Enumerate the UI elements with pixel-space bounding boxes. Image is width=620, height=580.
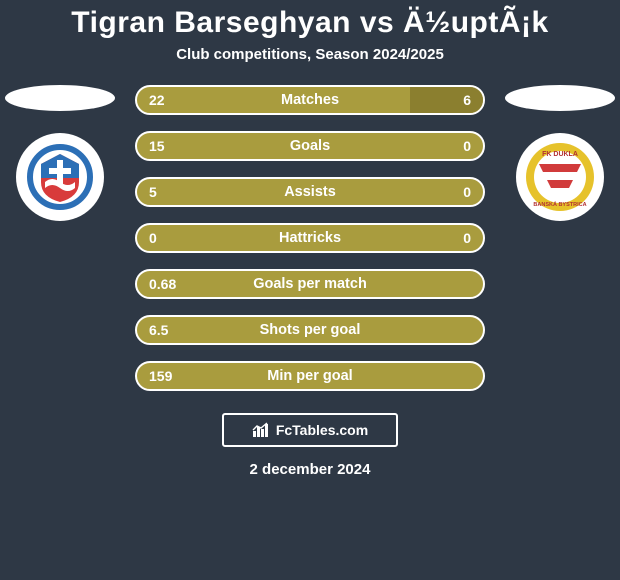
dukla-crest-icon: FK DUKLA BANSKÁ BYSTRICA [525,142,595,212]
source-badge[interactable]: FcTables.com [222,413,398,447]
bar-chart-icon [252,421,270,439]
comparison-card: Tigran Barseghyan vs Ä½uptÃ¡k Club compe… [0,0,620,580]
stat-left-value: 15 [149,138,165,154]
stat-bar: 0.68 Goals per match [135,269,485,299]
stat-label: Min per goal [267,368,352,384]
svg-text:FK DUKLA: FK DUKLA [542,151,578,158]
stat-bar-right-fill [410,87,483,113]
stat-label: Assists [284,184,336,200]
player-left-photo-placeholder [5,85,115,111]
slovan-crest-icon [25,142,95,212]
player-left-column [0,85,120,221]
date-label: 2 december 2024 [0,461,620,478]
stat-label: Hattricks [279,230,341,246]
stat-label: Goals per match [253,276,367,292]
player-right-column: FK DUKLA BANSKÁ BYSTRICA [500,85,620,221]
source-label: FcTables.com [276,422,368,438]
stat-bar: 6.5 Shots per goal [135,315,485,345]
svg-text:BANSKÁ BYSTRICA: BANSKÁ BYSTRICA [533,201,586,208]
stat-left-value: 6.5 [149,322,168,338]
stat-right-value: 0 [463,138,471,154]
stat-left-value: 22 [149,92,165,108]
comparison-stage: FK DUKLA BANSKÁ BYSTRICA 22 Matches 6 15 Goa… [0,85,620,391]
stat-left-value: 5 [149,184,157,200]
stat-bar: 22 Matches 6 [135,85,485,115]
stat-left-value: 0 [149,230,157,246]
stat-left-value: 159 [149,368,172,384]
club-badge-right: FK DUKLA BANSKÁ BYSTRICA [516,133,604,221]
club-badge-left [16,133,104,221]
stat-bar: 15 Goals 0 [135,131,485,161]
stat-right-value: 0 [463,230,471,246]
page-subtitle: Club competitions, Season 2024/2025 [0,46,620,63]
stat-bar: 0 Hattricks 0 [135,223,485,253]
stat-left-value: 0.68 [149,276,176,292]
stat-bar: 159 Min per goal [135,361,485,391]
page-title: Tigran Barseghyan vs Ä½uptÃ¡k [0,0,620,40]
stat-label: Matches [281,92,339,108]
stat-bars: 22 Matches 6 15 Goals 0 5 Assists 0 0 Hattricks 0 0.… [135,85,485,391]
stat-label: Goals [290,138,330,154]
stat-right-value: 6 [463,92,471,108]
stat-bar: 5 Assists 0 [135,177,485,207]
player-right-photo-placeholder [505,85,615,111]
stat-right-value: 0 [463,184,471,200]
stat-label: Shots per goal [260,322,361,338]
